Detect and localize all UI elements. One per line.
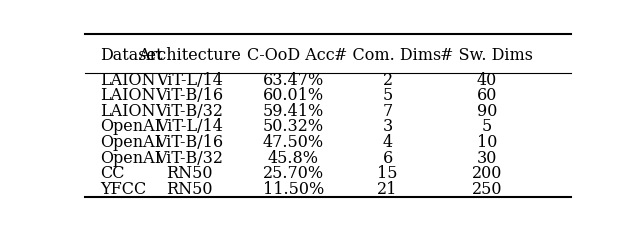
Text: LAION: LAION bbox=[100, 72, 156, 89]
Text: 250: 250 bbox=[472, 180, 502, 197]
Text: YFCC: YFCC bbox=[100, 180, 146, 197]
Text: # Com. Dims: # Com. Dims bbox=[334, 47, 441, 64]
Text: 5: 5 bbox=[382, 87, 393, 104]
Text: 63.47%: 63.47% bbox=[262, 72, 324, 89]
Text: OpenAI: OpenAI bbox=[100, 134, 161, 151]
Text: 60.01%: 60.01% bbox=[262, 87, 324, 104]
Text: 21: 21 bbox=[378, 180, 397, 197]
Text: RN50: RN50 bbox=[166, 165, 212, 182]
Text: 11.50%: 11.50% bbox=[262, 180, 324, 197]
Text: C-OoD Acc.: C-OoD Acc. bbox=[247, 47, 340, 64]
Text: 15: 15 bbox=[377, 165, 398, 182]
Text: ViT-L/14: ViT-L/14 bbox=[156, 72, 223, 89]
Text: Dataset: Dataset bbox=[100, 47, 163, 64]
Text: 50.32%: 50.32% bbox=[262, 118, 324, 136]
Text: 25.70%: 25.70% bbox=[262, 165, 324, 182]
Text: OpenAI: OpenAI bbox=[100, 118, 161, 136]
Text: 10: 10 bbox=[477, 134, 497, 151]
Text: # Sw. Dims: # Sw. Dims bbox=[440, 47, 533, 64]
Text: 40: 40 bbox=[477, 72, 497, 89]
Text: 45.8%: 45.8% bbox=[268, 150, 319, 167]
Text: 4: 4 bbox=[383, 134, 392, 151]
Text: 59.41%: 59.41% bbox=[262, 103, 324, 120]
Text: 90: 90 bbox=[477, 103, 497, 120]
Text: 200: 200 bbox=[472, 165, 502, 182]
Text: ViT-B/32: ViT-B/32 bbox=[155, 150, 223, 167]
Text: ViT-B/16: ViT-B/16 bbox=[155, 134, 223, 151]
Text: RN50: RN50 bbox=[166, 180, 212, 197]
Text: 3: 3 bbox=[382, 118, 393, 136]
Text: LAION: LAION bbox=[100, 103, 156, 120]
Text: 30: 30 bbox=[477, 150, 497, 167]
Text: ViT-B/16: ViT-B/16 bbox=[155, 87, 223, 104]
Text: 47.50%: 47.50% bbox=[262, 134, 324, 151]
Text: 2: 2 bbox=[383, 72, 392, 89]
Text: OpenAI: OpenAI bbox=[100, 150, 161, 167]
Text: CC: CC bbox=[100, 165, 124, 182]
Text: 5: 5 bbox=[481, 118, 492, 136]
Text: ViT-B/32: ViT-B/32 bbox=[155, 103, 223, 120]
Text: 7: 7 bbox=[382, 103, 393, 120]
Text: LAION: LAION bbox=[100, 87, 156, 104]
Text: ViT-L/14: ViT-L/14 bbox=[156, 118, 223, 136]
Text: 60: 60 bbox=[477, 87, 497, 104]
Text: Architecture: Architecture bbox=[138, 47, 241, 64]
Text: 6: 6 bbox=[382, 150, 393, 167]
